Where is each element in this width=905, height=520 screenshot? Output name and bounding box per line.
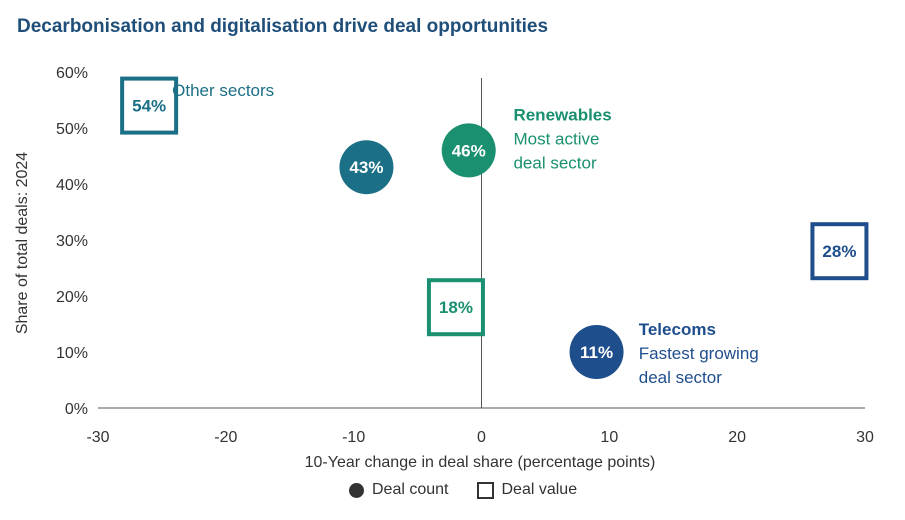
deal-value-label: 28% (822, 242, 856, 261)
x-tick-label: -30 (86, 429, 109, 446)
deal-count-point: 43% (339, 140, 394, 195)
y-tick-label: 10% (56, 345, 88, 362)
deal-value-square (120, 76, 179, 135)
annotation-text: Most active (513, 130, 599, 149)
y-axis-title: Share of total deals: 2024 (14, 152, 31, 334)
y-tick-label: 20% (56, 289, 88, 306)
deal-count-circle (569, 325, 624, 379)
annotation-text: Fastest growing (639, 344, 759, 363)
legend-circle-icon (349, 482, 364, 498)
deal-count-label: 46% (452, 141, 486, 160)
x-tick-label: -20 (214, 429, 237, 446)
deal-value-label: 18% (439, 298, 473, 317)
y-tick-label: 40% (56, 177, 88, 194)
annotation-text: Renewables (513, 106, 611, 125)
deal-count-label: 11% (580, 343, 613, 362)
annotation-text: Telecoms (639, 320, 716, 339)
legend-item-deal-count: Deal count (372, 481, 449, 498)
annotation-text: deal sector (513, 154, 596, 173)
x-tick-label: 20 (728, 429, 746, 446)
deal-count-point: 46% (441, 123, 496, 178)
x-tick-label: -10 (342, 429, 365, 446)
deal-value-square (426, 278, 485, 337)
deal-count-circle (339, 140, 394, 195)
deal-value-point: 54% (120, 76, 179, 135)
legend: Deal count Deal value (349, 481, 577, 499)
chart-title: Decarbonisation and digitalisation drive… (17, 16, 549, 37)
deal-count-point: 11% (569, 325, 624, 379)
deal-value-point: 18% (426, 278, 485, 337)
y-axis-label: Share of total deals: 2024 (14, 152, 31, 334)
deal-count-circle (441, 123, 496, 178)
x-tick-label: 0 (477, 429, 486, 446)
deal-value-label: 54% (132, 97, 166, 116)
legend-item-deal-value: Deal value (501, 481, 578, 498)
deal-count-label: 43% (349, 158, 383, 177)
y-tick-label: 60% (56, 65, 88, 82)
y-tick-label: 0% (65, 401, 88, 418)
x-axis-label: 10-Year change in deal share (percentage… (305, 454, 656, 471)
x-tick-label: 10 (600, 429, 618, 446)
legend-square-icon (476, 481, 494, 499)
annotation-text: Other sectors (172, 81, 274, 100)
y-tick-label: 30% (56, 233, 88, 250)
deal-value-square (810, 222, 869, 281)
y-tick-label: 50% (56, 121, 88, 138)
annotation-text: deal sector (639, 368, 722, 387)
x-tick-label: 30 (856, 429, 874, 446)
deal-value-point: 28% (810, 222, 869, 281)
